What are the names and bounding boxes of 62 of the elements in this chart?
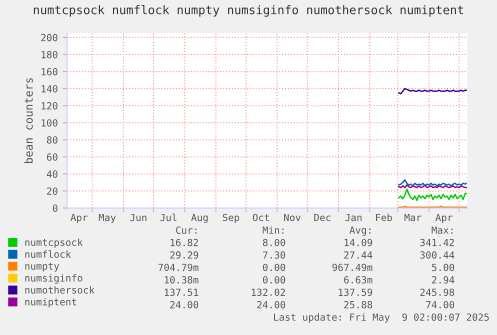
x-tick-label: Nov bbox=[284, 214, 301, 222]
x-tick-label: Mar bbox=[404, 214, 422, 222]
text: 300.44 bbox=[420, 251, 454, 259]
text: 0.00 bbox=[262, 264, 286, 272]
x-tick-label: Apr bbox=[70, 214, 88, 224]
text: Cur: bbox=[176, 226, 196, 234]
x-tick-label: Dec bbox=[314, 214, 330, 222]
x-tick-label: May bbox=[98, 214, 116, 224]
text: Max: bbox=[432, 226, 452, 234]
x-tick-label: Oct bbox=[252, 214, 269, 222]
x-tick-label: Feb bbox=[376, 214, 392, 222]
text: Avg: bbox=[350, 226, 370, 236]
x-tick-label: Sep bbox=[222, 214, 240, 224]
text: 967.49m bbox=[332, 264, 372, 272]
text: 0.00 bbox=[262, 276, 286, 284]
legend-label: numiptent bbox=[25, 298, 76, 308]
y-tick-label: 160 bbox=[42, 68, 58, 76]
y-tick-label: 200 bbox=[41, 34, 58, 42]
y-axis-title: bean counters bbox=[24, 78, 33, 164]
y-tick-label: 120 bbox=[42, 102, 58, 110]
legend-label: numflock bbox=[25, 250, 72, 258]
text: 24.00 bbox=[257, 301, 286, 308]
text: 29.29 bbox=[170, 251, 198, 259]
x-tick-label: Jan bbox=[345, 214, 362, 222]
text: 137.51 bbox=[164, 288, 198, 296]
text: 5.00 bbox=[432, 264, 454, 272]
x-tick-label: Jun bbox=[130, 214, 146, 222]
text: 10.38m bbox=[164, 276, 198, 284]
text: 2.94 bbox=[432, 276, 454, 284]
text: 341.42 bbox=[420, 238, 454, 246]
text: 27.44 bbox=[344, 251, 372, 259]
text: 14.09 bbox=[344, 238, 372, 246]
y-tick-label: 20 bbox=[47, 187, 58, 195]
y-tick-label: 80 bbox=[46, 136, 58, 144]
x-tick-label: Jul bbox=[160, 214, 176, 222]
legend-label: numpty bbox=[25, 262, 60, 272]
legend-label: numsiginfo bbox=[25, 274, 82, 284]
y-tick-label: 0 bbox=[52, 204, 58, 212]
text: 25.88 bbox=[344, 301, 372, 308]
text: 704.79m bbox=[158, 264, 198, 272]
legend-label: numothersock bbox=[25, 286, 95, 294]
text: 74.00 bbox=[426, 301, 454, 308]
line-series bbox=[398, 188, 467, 202]
text: 7.30 bbox=[263, 251, 286, 259]
text: 16.82 bbox=[170, 238, 198, 246]
y-tick-label: 100 bbox=[42, 119, 58, 127]
chart-title: numtcpsock numflock numpty numsiginfo numothersock numiptent bbox=[34, 5, 464, 17]
y-tick-label: 180 bbox=[42, 50, 58, 58]
text: 137.59 bbox=[338, 288, 372, 296]
text: 24.00 bbox=[170, 301, 198, 308]
text: 8.00 bbox=[262, 238, 286, 246]
x-tick-label: Apr bbox=[435, 214, 452, 224]
y-tick-label: 40 bbox=[46, 170, 58, 178]
text: 245.98 bbox=[420, 288, 454, 296]
legend-label: numtcpsock bbox=[25, 238, 83, 248]
text: Last update: Fri May 9 02:00:07 2025 bbox=[274, 313, 489, 323]
y-tick-label: 60 bbox=[46, 153, 58, 161]
x-tick-label: Aug bbox=[191, 214, 208, 224]
text: 132.02 bbox=[252, 288, 285, 296]
y-tick-label: 140 bbox=[42, 85, 58, 92]
text: Min: bbox=[262, 226, 284, 234]
text: 6.63m bbox=[344, 276, 372, 284]
